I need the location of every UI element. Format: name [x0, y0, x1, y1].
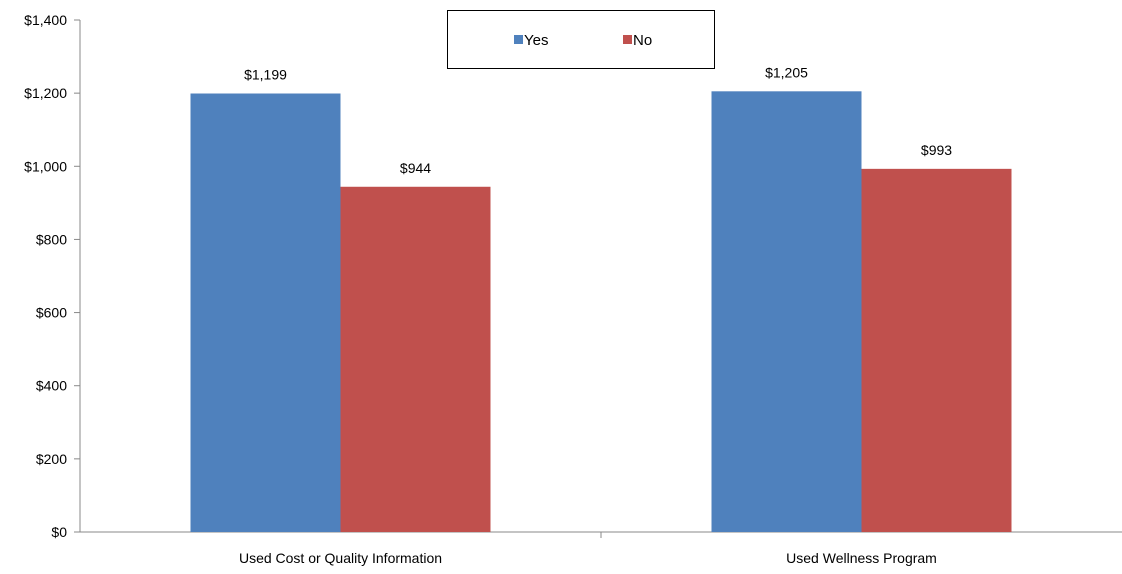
x-category-label: Used Wellness Program	[786, 550, 937, 566]
legend-box	[447, 10, 715, 69]
data-label: $993	[921, 142, 952, 158]
y-tick-label: $400	[36, 378, 67, 394]
y-tick-label: $200	[36, 451, 67, 467]
data-label: $1,205	[765, 64, 808, 80]
data-label: $944	[400, 160, 431, 176]
y-axis: $0 $200 $400 $600 $800 $1,000 $1,200 $1,400	[24, 12, 81, 540]
bar-no-1	[861, 168, 1012, 533]
data-label: $1,199	[244, 67, 287, 83]
bars	[190, 91, 1012, 533]
y-tick-label: $1,200	[24, 85, 67, 101]
y-tick-label: $1,400	[24, 12, 67, 28]
y-tick-label: $600	[36, 305, 67, 321]
bar-no-0	[340, 186, 491, 532]
data-labels: $1,199 $944 $1,205 $993	[244, 64, 952, 175]
x-category-label: Used Cost or Quality Information	[239, 550, 442, 566]
y-tick-label: $800	[36, 231, 67, 247]
bar-yes-1	[711, 91, 862, 533]
legend: Yes No	[447, 10, 715, 69]
y-tick-label: $1,000	[24, 158, 67, 174]
legend-swatch-no	[623, 35, 632, 44]
legend-swatch-yes	[514, 35, 523, 44]
legend-label-no: No	[633, 32, 652, 49]
bar-yes-0	[190, 93, 341, 532]
x-axis: Used Cost or Quality Information Used Wel…	[80, 531, 1122, 566]
legend-label-yes: Yes	[524, 32, 548, 49]
y-tick-label: $0	[51, 524, 67, 540]
